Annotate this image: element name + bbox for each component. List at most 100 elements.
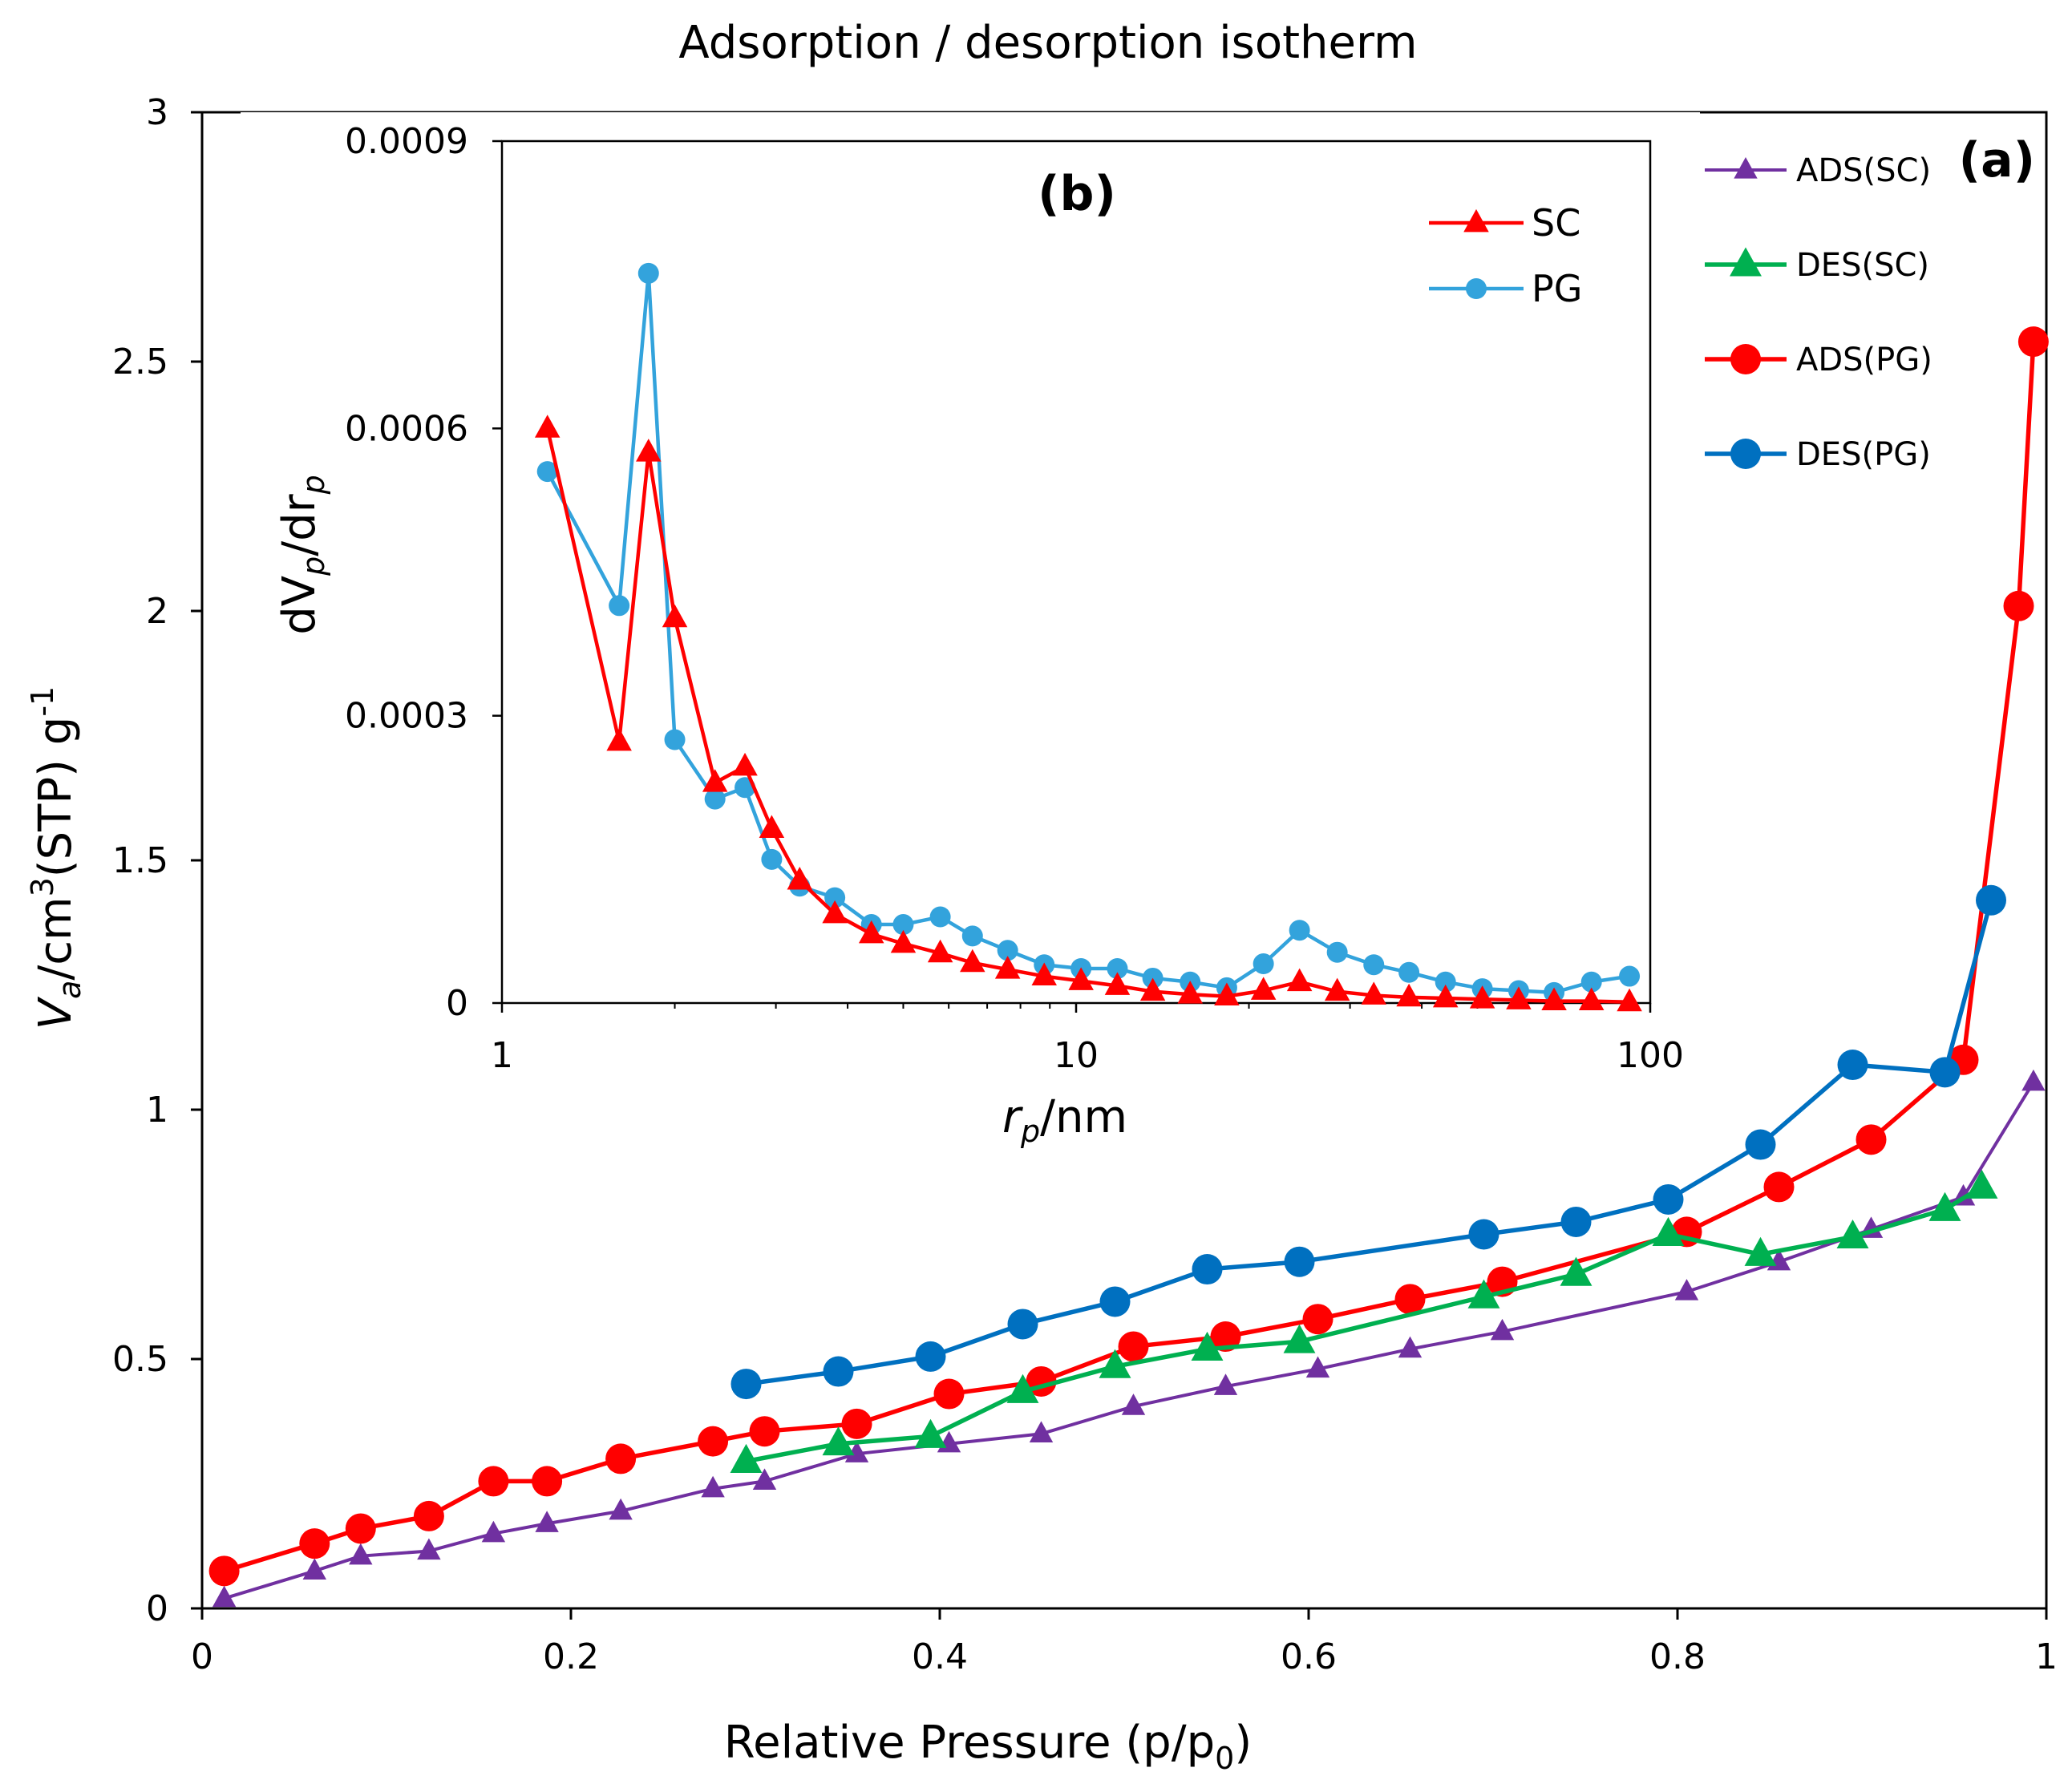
main-series-line <box>745 1185 1983 1464</box>
main-data-point <box>1745 1129 1776 1160</box>
main-legend-swatch-marker <box>1730 344 1761 374</box>
main-data-point <box>914 1418 947 1448</box>
inset-x-axis-title-sub: p <box>1020 1114 1040 1149</box>
main-data-point <box>1118 1331 1149 1362</box>
main-x-axis-title-sub: 0 <box>1215 1741 1234 1776</box>
main-data-point <box>345 1513 376 1544</box>
main-legend-entry: ADS(PG) <box>1705 342 1932 378</box>
main-data-point <box>752 1468 777 1491</box>
inset-data-point <box>1139 977 1166 1001</box>
main-data-point <box>1652 1216 1685 1246</box>
inset-y-tick-label: 0.0009 <box>345 121 468 162</box>
main-data-point <box>1976 884 2006 916</box>
main-data-point <box>730 1443 763 1473</box>
inset-data-point <box>606 727 632 751</box>
inset-x-tick-label: 100 <box>1617 1035 1684 1076</box>
inset-data-point <box>1580 971 1602 993</box>
inset-data-point <box>892 914 914 936</box>
main-x-axis-title: Relative Pressure (p/p0) <box>724 1717 1252 1776</box>
inset-data-point <box>664 729 686 750</box>
inset-y-tick-label: 0.0006 <box>345 408 468 449</box>
main-data-point <box>1965 1169 1998 1199</box>
inset-data-point <box>1361 981 1387 1005</box>
inset-data-point <box>929 906 951 928</box>
main-data-point <box>1560 1206 1592 1237</box>
inset-data-point <box>1326 941 1348 963</box>
panel-a-label: (a) <box>1959 132 2035 188</box>
main-data-point <box>349 1543 373 1565</box>
main-data-point <box>609 1498 633 1520</box>
main-y-axis-title-cm: /cm <box>30 896 82 980</box>
inset-y-tick-label: 0.0003 <box>345 696 468 737</box>
main-data-point <box>1210 1321 1241 1353</box>
main-x-tick-label: 0.4 <box>912 1636 968 1677</box>
main-x-tick-label: 0.6 <box>1281 1636 1337 1677</box>
inset-data-point <box>890 929 917 953</box>
inset-data-point <box>609 595 630 617</box>
main-data-point <box>2021 1069 2046 1091</box>
main-data-point <box>1121 1394 1146 1415</box>
main-series-des-pg <box>730 884 2006 1400</box>
main-y-tick-label: 1 <box>146 1090 168 1131</box>
main-data-point <box>749 1416 780 1447</box>
inset-data-point <box>1177 981 1203 1004</box>
main-data-point <box>302 1558 326 1580</box>
inset-x-tick-label: 1 <box>491 1035 513 1076</box>
main-data-point <box>1099 1349 1131 1378</box>
main-legend-entry: DES(SC) <box>1705 247 1929 284</box>
main-x-axis-title-end: ) <box>1234 1717 1252 1769</box>
main-data-point <box>2017 326 2049 358</box>
main-data-point <box>1653 1183 1684 1215</box>
main-data-point <box>1006 1373 1039 1403</box>
main-y-tick-label: 2.5 <box>112 342 168 382</box>
main-x-tick-label: 1 <box>2035 1636 2058 1677</box>
main-legend-label: DES(PG) <box>1796 436 1931 473</box>
main-data-point <box>478 1466 509 1497</box>
inset-y-axis-title: dVp/drp <box>273 475 331 635</box>
inset-data-point <box>704 788 726 810</box>
main-data-point <box>915 1341 946 1372</box>
main-x-axis-ticks: 0 0.2 0.4 0.6 0.8 1 <box>191 1608 2058 1677</box>
main-data-point <box>1398 1336 1423 1358</box>
main-legend-swatch-marker <box>1730 439 1761 469</box>
inset-legend-label: SC <box>1532 201 1580 245</box>
inset-y-axis-title-dv: dV <box>273 576 326 635</box>
main-isotherm-plot: 0 0.5 1 1.5 2 2.5 3 0 0.2 0.4 0.6 0.8 1 (a) Relativ… <box>25 92 2058 1776</box>
inset-data-point <box>822 900 848 924</box>
main-data-point <box>841 1408 872 1439</box>
main-y-tick-label: 1.5 <box>112 840 168 881</box>
main-data-point <box>1191 1331 1224 1361</box>
inset-x-tick-label: 10 <box>1054 1035 1099 1076</box>
inset-data-point <box>994 956 1021 979</box>
main-data-point <box>1302 1304 1333 1335</box>
main-data-point <box>1929 1057 1961 1088</box>
inset-data-point <box>1324 977 1350 1001</box>
main-y-axis-title-3: 3 <box>25 877 60 896</box>
main-x-tick-label: 0 <box>191 1636 213 1677</box>
inset-y-tick-label: 0 <box>446 983 468 1024</box>
main-data-point <box>1468 1219 1499 1250</box>
main-y-axis-title-stp: (STP) g <box>30 717 82 878</box>
main-data-point <box>481 1520 506 1543</box>
main-y-axis-title-a: a <box>52 981 87 999</box>
inset-y-axis-title-p2: p <box>296 475 331 495</box>
inset-data-point <box>1617 988 1642 1012</box>
main-data-point <box>1284 1246 1315 1277</box>
inset-y-axis-title-dr: /dr <box>273 493 326 556</box>
inset-data-point <box>1286 968 1313 992</box>
inset-x-axis-title-unit: /nm <box>1040 1091 1127 1143</box>
main-y-tick-label: 0 <box>146 1588 168 1629</box>
main-data-point <box>532 1466 563 1497</box>
main-data-point <box>701 1475 725 1498</box>
inset-data-point <box>858 920 884 944</box>
inset-data-point <box>1541 987 1567 1011</box>
main-data-point <box>822 1426 855 1456</box>
inset-plot-series <box>534 262 1642 1012</box>
inset-legend-entry: PG <box>1429 267 1582 310</box>
inset-data-point <box>1068 967 1094 990</box>
main-data-point <box>730 1369 762 1400</box>
main-plot-legend: ADS(SC) DES(SC) ADS(PG) DES(PG) <box>1705 152 1932 473</box>
main-series-line <box>746 900 1993 1386</box>
main-y-axis-title-exp: -1 <box>25 686 60 717</box>
inset-data-point <box>824 887 846 908</box>
